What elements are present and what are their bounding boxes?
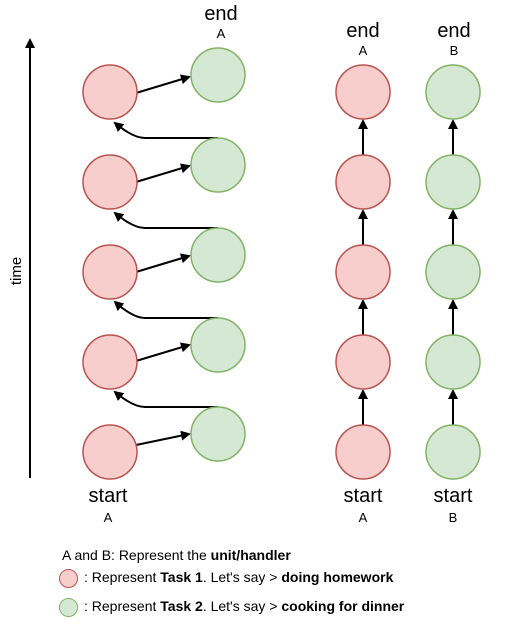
arrow-task1-to-task2 [135, 342, 191, 362]
task2-node [425, 154, 481, 210]
arrow-task2-to-task1 [113, 390, 218, 408]
arrow-task1-to-task2 [135, 74, 191, 94]
legend-task1-swatch [59, 569, 78, 588]
arrow-task2-to-task1 [113, 121, 218, 139]
right-b-end-unit: B [450, 43, 459, 58]
legend-task2-name: Task 2 [160, 598, 203, 614]
task2-node [425, 424, 481, 480]
task1-node [82, 244, 138, 300]
arrow-task1-to-task2 [135, 163, 191, 183]
task2-node [425, 244, 481, 300]
time-axis-label: time [8, 257, 25, 285]
task1-node [335, 334, 391, 390]
right-b-start-unit: B [449, 510, 458, 525]
legend-units-prefix: A and B: Represent the [62, 547, 211, 563]
left-end-label: end [204, 3, 237, 25]
task2-node [190, 47, 246, 103]
left-start-unit: A [104, 510, 113, 525]
legend-task1-prefix: : Represent [84, 569, 161, 585]
task1-node [82, 154, 138, 210]
legend-task2-middle: . Let's say > [202, 598, 282, 614]
arrow-task1-to-task2 [135, 253, 191, 273]
task2-node [190, 317, 246, 373]
right-a-start-label: start [344, 485, 383, 507]
task1-node [335, 424, 391, 480]
task1-node [335, 154, 391, 210]
arrow-task2-to-task1 [113, 300, 218, 319]
legend-task2-prefix: : Represent [84, 598, 161, 614]
right-a-start-unit: A [359, 510, 368, 525]
arrow-task2-to-task1 [113, 211, 218, 229]
legend-units: A and B: Represent the unit/handler [62, 547, 291, 563]
task1-node [335, 64, 391, 120]
task2-node [190, 406, 246, 462]
task2-node [190, 137, 246, 193]
legend-task2-desc: cooking for dinner [281, 598, 405, 614]
task1-node [82, 64, 138, 120]
right-a-end-unit: A [359, 43, 368, 58]
legend-task2: : Represent Task 2. Let's say > cooking … [84, 598, 404, 614]
legend-task1: : Represent Task 1. Let's say > doing ho… [84, 569, 393, 585]
task2-node [425, 64, 481, 120]
task1-node [335, 244, 391, 300]
arrow-task1-to-task2 [135, 430, 191, 446]
task2-node [190, 227, 246, 283]
task2-node [425, 334, 481, 390]
task1-node [82, 424, 138, 480]
legend-task1-middle: . Let's say > [202, 569, 282, 585]
left-start-label: start [89, 485, 128, 507]
legend-units-bold: unit/handler [210, 547, 291, 563]
legend-task1-desc: doing homework [281, 569, 394, 585]
legend-task1-name: Task 1 [160, 569, 203, 585]
legend-task2-swatch [59, 598, 78, 617]
right-a-end-label: end [346, 20, 379, 42]
left-end-unit: A [217, 26, 226, 41]
task1-node [82, 334, 138, 390]
right-b-start-label: start [434, 485, 473, 507]
right-b-end-label: end [437, 20, 470, 42]
